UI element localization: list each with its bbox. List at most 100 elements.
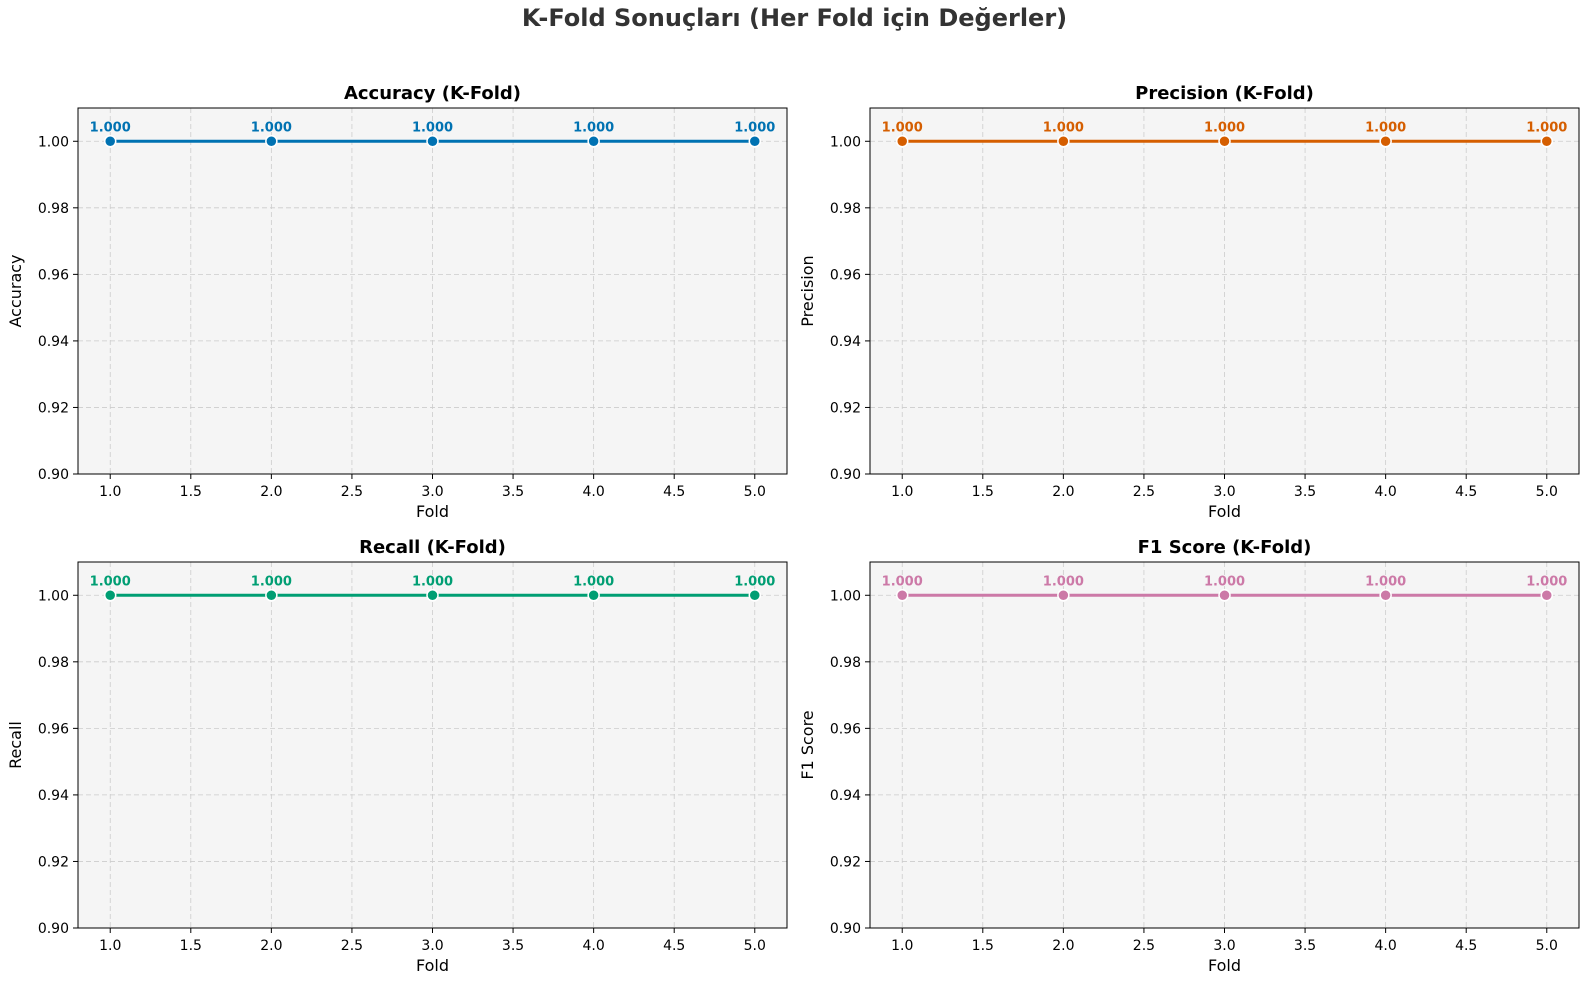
f1-score-plot-area [870,562,1579,928]
accuracy-data-label: 1.000 [412,120,453,135]
precision-y-tick-label: 0.94 [830,334,861,350]
f1-score-y-tick-label: 0.92 [830,854,861,870]
recall-x-tick-label: 2.5 [341,938,363,954]
precision-x-axis-label: Fold [1208,502,1241,521]
recall-panel-title: Recall (K-Fold) [359,537,506,558]
f1-score-data-point [1218,589,1231,602]
precision-data-point [1540,135,1554,148]
accuracy-y-tick-label: 0.94 [38,334,69,350]
precision-data-label: 1.000 [1526,120,1567,135]
precision-panel: 1.0 1.5 2.0 2.5 3.0 3.5 4.0 4.5 5.0 0.90 0.92 0.94 0… [798,83,1580,521]
f1-score-x-tick-label: 5.0 [1536,938,1558,954]
precision-x-tick-label: 4.5 [1455,484,1477,500]
f1-score-panel-title: F1 Score (K-Fold) [1138,537,1312,558]
accuracy-panel-title: Accuracy (K-Fold) [344,83,521,104]
accuracy-data-label: 1.000 [251,120,292,135]
f1-score-y-tick-label: 0.98 [830,655,861,671]
f1-score-y-tick-label: 0.90 [830,921,861,937]
recall-data-point [265,589,278,602]
recall-y-axis-label: Recall [6,721,25,769]
precision-data-point [1218,135,1231,148]
f1-score-x-tick-label: 2.5 [1133,938,1155,954]
f1-score-y-axis-label: F1 Score [798,710,817,779]
accuracy-data-point [748,135,762,148]
accuracy-y-tick-label: 1.00 [38,134,69,150]
recall-data-label: 1.000 [90,574,131,589]
recall-data-point [426,589,439,602]
precision-data-point [1379,135,1392,148]
accuracy-y-tick-label: 0.90 [38,467,69,483]
precision-data-label: 1.000 [1365,120,1406,135]
recall-y-tick-label: 0.96 [38,721,69,737]
recall-data-label: 1.000 [573,574,614,589]
accuracy-y-tick-label: 0.92 [38,400,69,416]
f1-score-axes-frame [869,561,1580,929]
f1-score-data-point [1379,589,1392,602]
precision-data-label: 1.000 [1043,120,1084,135]
recall-x-tick-label: 2.0 [260,938,282,954]
f1-score-data-label: 1.000 [1043,574,1084,589]
f1-score-x-tick-label: 4.0 [1375,938,1397,954]
f1-score-y-tick-label: 1.00 [830,588,861,604]
accuracy-plot-area [78,108,787,474]
f1-score-x-tick-label: 1.0 [891,938,913,954]
f1-score-x-tick-label: 1.5 [972,938,994,954]
f1-score-x-axis-label: Fold [1208,956,1241,975]
accuracy-x-tick-label: 2.0 [260,484,282,500]
precision-x-tick-label: 4.0 [1375,484,1397,500]
accuracy-data-label: 1.000 [90,120,131,135]
accuracy-panel: 1.0 1.5 2.0 2.5 3.0 3.5 4.0 4.5 5.0 0.90 0.92 0.94 0… [6,83,788,521]
accuracy-data-point [265,135,278,148]
recall-axes-frame [77,561,788,929]
f1-score-y-tick-label: 0.96 [830,721,861,737]
recall-x-tick-label: 4.5 [663,938,685,954]
precision-plot-area [870,108,1579,474]
f1-score-data-label: 1.000 [1526,574,1567,589]
accuracy-y-tick-label: 0.96 [38,267,69,283]
recall-y-tick-label: 0.92 [38,854,69,870]
precision-x-tick-label: 3.5 [1294,484,1316,500]
f1-score-data-label: 1.000 [1365,574,1406,589]
accuracy-data-point [587,135,600,148]
precision-data-point [1057,135,1070,148]
recall-x-tick-label: 3.5 [502,938,524,954]
f1-score-data-label: 1.000 [882,574,923,589]
precision-panel-title: Precision (K-Fold) [1135,83,1314,104]
recall-x-tick-label: 5.0 [744,938,766,954]
accuracy-data-label: 1.000 [734,120,775,135]
recall-data-label: 1.000 [251,574,292,589]
precision-x-tick-label: 5.0 [1536,484,1558,500]
accuracy-x-tick-label: 1.0 [99,484,121,500]
recall-data-point [748,589,762,602]
accuracy-data-point [103,135,117,148]
recall-x-tick-label: 3.0 [421,938,443,954]
f1-score-x-tick-label: 2.0 [1052,938,1074,954]
recall-x-tick-label: 1.5 [180,938,202,954]
precision-axes-frame [869,107,1580,475]
accuracy-data-label: 1.000 [573,120,614,135]
accuracy-x-tick-label: 3.5 [502,484,524,500]
accuracy-x-tick-label: 1.5 [180,484,202,500]
accuracy-x-axis-label: Fold [416,502,449,521]
accuracy-y-tick-label: 0.98 [38,201,69,217]
f1-score-x-tick-label: 3.5 [1294,938,1316,954]
recall-x-tick-label: 4.0 [583,938,605,954]
recall-panel: 1.0 1.5 2.0 2.5 3.0 3.5 4.0 4.5 5.0 0.90 0.92 0.94 0… [6,537,788,975]
recall-data-point [587,589,600,602]
precision-y-tick-label: 1.00 [830,134,861,150]
precision-data-label: 1.000 [882,120,923,135]
precision-y-axis-label: Precision [798,255,817,326]
recall-x-tick-label: 1.0 [99,938,121,954]
precision-y-tick-label: 0.98 [830,201,861,217]
f1-score-data-point [895,589,909,602]
recall-data-label: 1.000 [734,574,775,589]
accuracy-x-tick-label: 3.0 [421,484,443,500]
accuracy-x-tick-label: 2.5 [341,484,363,500]
precision-y-tick-label: 0.96 [830,267,861,283]
f1-score-x-tick-label: 3.0 [1213,938,1235,954]
f1-score-panel: 1.0 1.5 2.0 2.5 3.0 3.5 4.0 4.5 5.0 0.90 0.92 0.94 0… [798,537,1580,975]
precision-data-point [895,135,909,148]
recall-y-tick-label: 1.00 [38,588,69,604]
recall-x-axis-label: Fold [416,956,449,975]
